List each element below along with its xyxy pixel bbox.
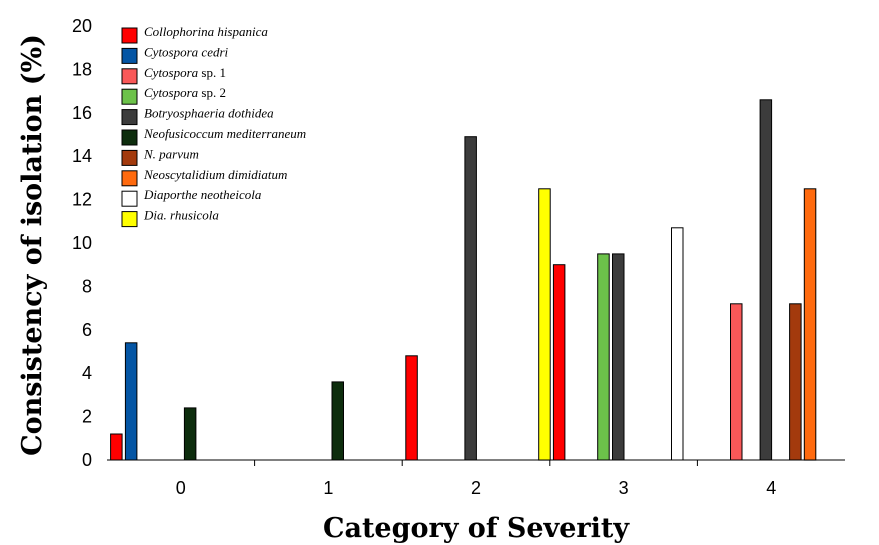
x-tick-label: 0: [176, 478, 186, 498]
bar: [597, 253, 610, 461]
legend-swatch: [121, 190, 138, 207]
x-tick-label: 4: [766, 478, 776, 498]
bar: [552, 264, 566, 461]
legend-swatch: [121, 170, 138, 187]
legend-swatch: [121, 149, 138, 166]
x-tick-label: 1: [323, 478, 333, 498]
legend-label-suffix: sp. 2: [198, 85, 226, 100]
x-axis-title: Category of Severity: [323, 513, 630, 544]
bar: [730, 303, 743, 461]
bar: [612, 253, 625, 461]
y-tick-label: 14: [72, 146, 92, 166]
legend-label: Cytospora sp. 1: [144, 65, 226, 80]
legend-label: Collophorina hispanica: [144, 24, 268, 39]
y-tick-label: 4: [82, 363, 92, 383]
bar: [124, 342, 138, 461]
bar: [183, 407, 197, 461]
legend-label-italic: Cytospora: [144, 85, 199, 100]
legend-label-italic: Cytospora: [144, 65, 199, 80]
bar: [110, 433, 123, 461]
legend-label-italic: N. parvum: [143, 146, 199, 161]
y-tick-label: 0: [82, 450, 92, 470]
legend-label-italic: Neofusicoccum mediterraneum: [143, 126, 306, 141]
legend-label-italic: Dia. rhusicola: [143, 208, 219, 223]
legend-swatch: [121, 47, 138, 64]
legend-swatch: [121, 68, 138, 85]
y-tick-label: 2: [82, 407, 92, 427]
bar: [331, 381, 344, 461]
x-axis-ticks: 0 1 2 3 4: [176, 460, 776, 498]
bar: [405, 355, 418, 461]
y-tick-label: 16: [72, 103, 92, 123]
y-tick-label: 20: [72, 16, 92, 36]
y-tick-label: 10: [72, 233, 92, 253]
legend-label: Diaporthe neotheicola: [143, 187, 262, 202]
legend-swatch: [121, 211, 138, 228]
y-tick-label: 6: [82, 320, 92, 340]
x-tick-label: 2: [471, 478, 481, 498]
bar: [789, 303, 802, 461]
bar: [464, 136, 477, 461]
legend-label-italic: Collophorina hispanica: [144, 24, 268, 39]
y-tick-label: 18: [72, 59, 92, 79]
legend-label: Botryosphaeria dothidea: [144, 106, 274, 121]
legend-label-italic: Botryosphaeria dothidea: [144, 106, 274, 121]
legend-swatch: [121, 129, 138, 146]
y-axis-title: Consistency of isolation (%): [17, 34, 48, 456]
legend-label-italic: Neoscytalidium dimidiatum: [143, 167, 287, 182]
legend-swatch: [121, 109, 138, 126]
legend-label-italic: Diaporthe neotheicola: [143, 187, 262, 202]
legend-swatch: [121, 88, 138, 105]
y-axis-ticks: 0 2 4 6 8 10 12 14 16 18 20: [72, 16, 92, 470]
legend-label-italic: Cytospora cedri: [144, 44, 229, 59]
bars: [110, 99, 817, 461]
legend-label: Neofusicoccum mediterraneum: [143, 126, 306, 141]
bar: [538, 188, 551, 461]
bar: [803, 188, 817, 461]
legend-label: N. parvum: [143, 146, 199, 161]
legend-label-suffix: sp. 1: [198, 65, 226, 80]
x-tick-label: 3: [619, 478, 629, 498]
legend-label: Neoscytalidium dimidiatum: [143, 167, 287, 182]
legend-swatch: [121, 27, 138, 44]
legend-label: Cytospora cedri: [144, 44, 229, 59]
legend-label: Dia. rhusicola: [143, 208, 219, 223]
y-tick-label: 12: [72, 190, 92, 210]
bar: [671, 227, 684, 461]
legend: Collophorina hispanica Cytospora cedri Cyt…: [121, 24, 306, 228]
y-tick-label: 8: [82, 276, 92, 296]
bar: [759, 99, 773, 461]
legend-label: Cytospora sp. 2: [144, 85, 226, 100]
